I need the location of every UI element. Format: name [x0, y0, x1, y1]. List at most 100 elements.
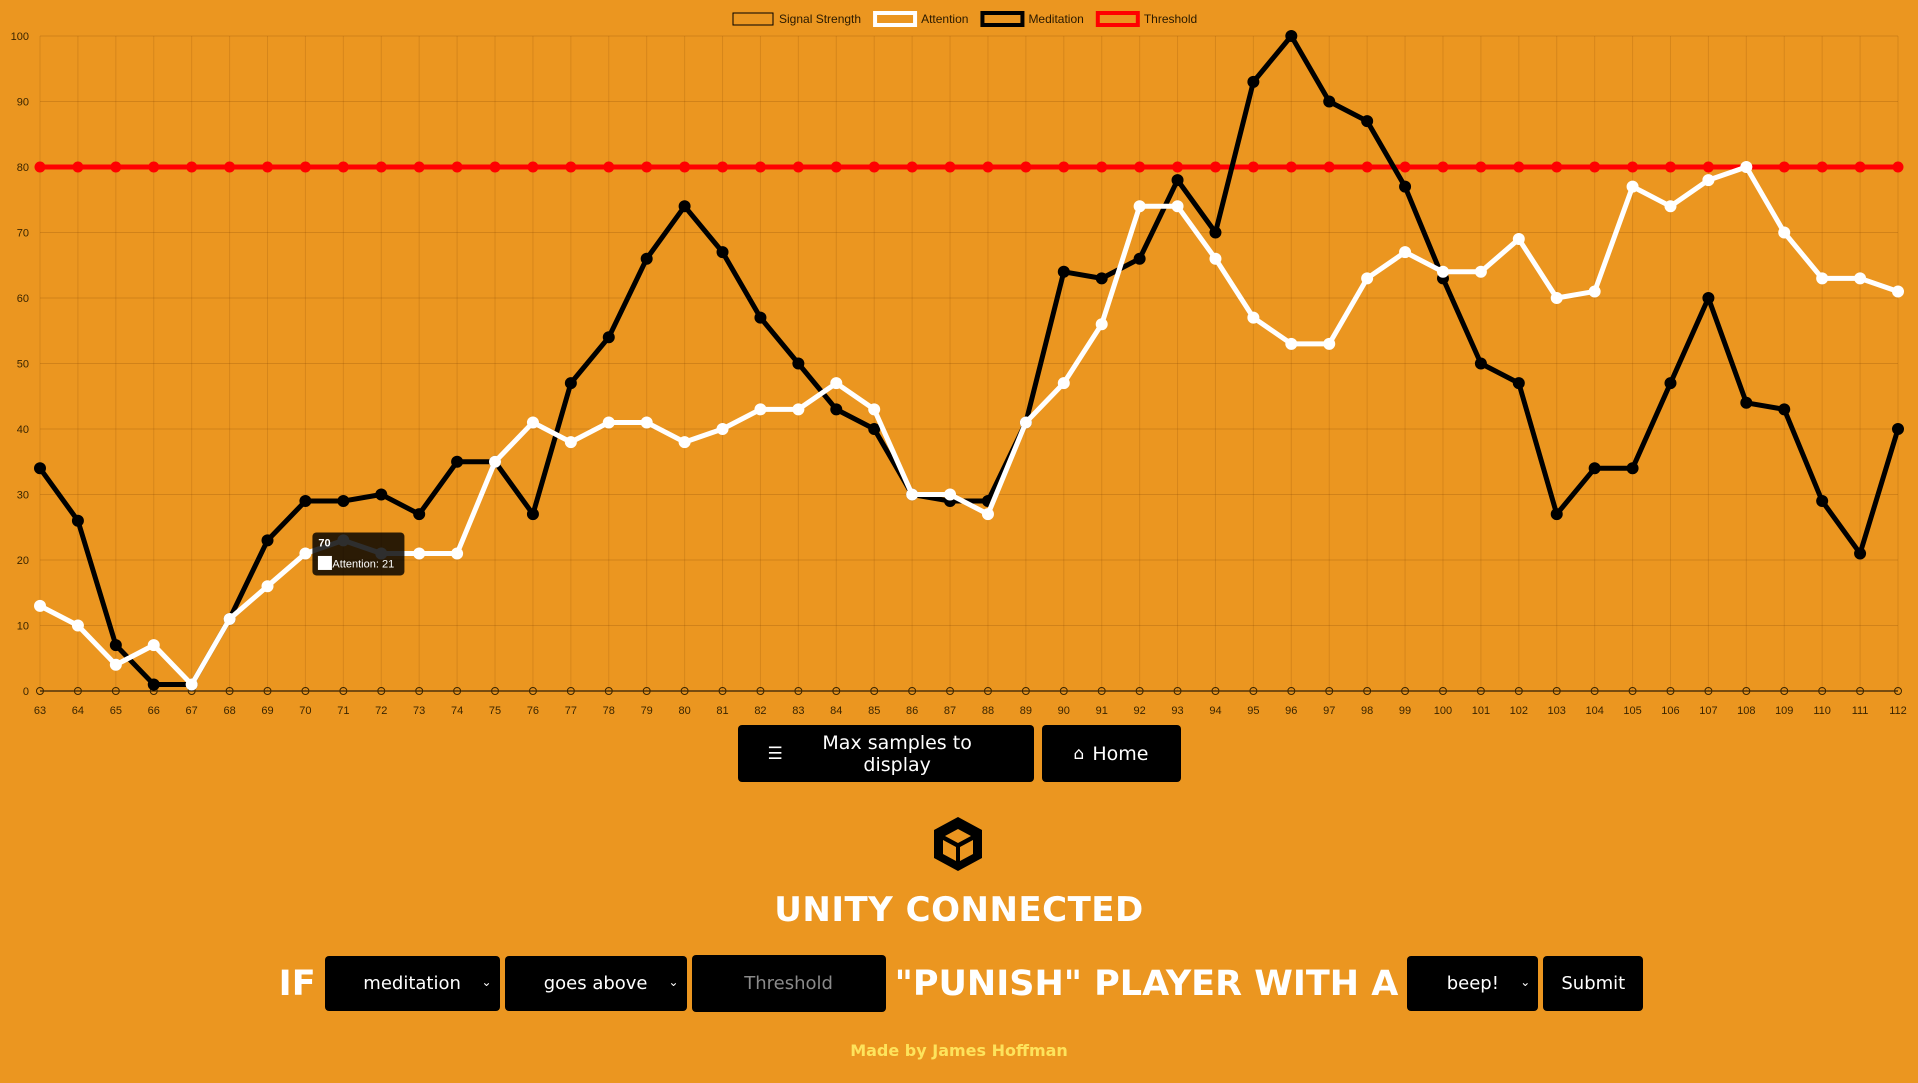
data-point[interactable] — [792, 357, 805, 370]
data-point[interactable] — [640, 416, 653, 429]
data-point[interactable] — [72, 161, 84, 173]
data-point[interactable] — [1778, 161, 1790, 173]
data-point[interactable] — [906, 161, 918, 173]
data-point[interactable] — [1590, 687, 1599, 695]
data-point[interactable] — [1361, 161, 1373, 173]
data-point[interactable] — [299, 547, 312, 560]
data-point[interactable] — [1209, 226, 1222, 239]
data-point[interactable] — [1551, 161, 1563, 173]
data-point[interactable] — [565, 161, 577, 173]
data-point[interactable] — [1816, 161, 1828, 173]
data-point[interactable] — [1438, 687, 1447, 695]
data-point[interactable] — [223, 612, 236, 625]
data-point[interactable] — [1399, 246, 1412, 259]
data-point[interactable] — [1702, 174, 1715, 187]
data-point[interactable] — [1627, 161, 1639, 173]
legend-item[interactable]: Attention — [873, 11, 968, 27]
data-point[interactable] — [1552, 687, 1561, 695]
data-point[interactable] — [1323, 161, 1335, 173]
data-point[interactable] — [1019, 416, 1032, 429]
data-point[interactable] — [1437, 161, 1449, 173]
data-point[interactable] — [1816, 272, 1829, 285]
data-point[interactable] — [526, 416, 539, 429]
data-point[interactable] — [225, 687, 234, 695]
data-point[interactable] — [754, 403, 767, 416]
data-point[interactable] — [868, 423, 881, 435]
data-point[interactable] — [1057, 377, 1070, 390]
data-point[interactable] — [1057, 265, 1070, 278]
data-point[interactable] — [754, 311, 767, 324]
data-point[interactable] — [1173, 687, 1182, 695]
data-point[interactable] — [1323, 95, 1336, 108]
data-point[interactable] — [717, 161, 729, 173]
data-point[interactable] — [261, 534, 274, 547]
data-point[interactable] — [1664, 161, 1676, 173]
data-point[interactable] — [868, 403, 881, 416]
action-select[interactable]: beep! ⌄ — [1407, 956, 1539, 1011]
data-point[interactable] — [34, 599, 46, 612]
data-point[interactable] — [641, 161, 653, 173]
data-point[interactable] — [1285, 337, 1298, 350]
data-point[interactable] — [1740, 396, 1753, 409]
data-point[interactable] — [604, 687, 613, 695]
data-point[interactable] — [982, 161, 994, 173]
data-point[interactable] — [830, 377, 843, 390]
data-point[interactable] — [1588, 285, 1601, 298]
data-point[interactable] — [36, 687, 44, 695]
data-point[interactable] — [1399, 180, 1412, 193]
data-point[interactable] — [1096, 161, 1108, 173]
chart-legend[interactable]: Signal Strength Attention Meditation Thresh… — [732, 11, 1197, 27]
data-point[interactable] — [489, 455, 502, 468]
data-point[interactable] — [1247, 311, 1260, 324]
data-point[interactable] — [680, 687, 689, 695]
data-point[interactable] — [147, 639, 160, 652]
data-point[interactable] — [109, 658, 122, 671]
data-point[interactable] — [678, 200, 691, 213]
data-point[interactable] — [185, 678, 198, 691]
data-point[interactable] — [1247, 161, 1259, 173]
data-point[interactable] — [906, 488, 919, 501]
data-point[interactable] — [1626, 462, 1639, 475]
data-point[interactable] — [1742, 687, 1751, 695]
data-point[interactable] — [111, 687, 120, 695]
data-point[interactable] — [1550, 508, 1563, 521]
data-point[interactable] — [1211, 687, 1220, 695]
data-point[interactable] — [1704, 687, 1713, 695]
data-point[interactable] — [830, 161, 842, 173]
data-point[interactable] — [1664, 200, 1677, 213]
home-button[interactable]: ⌂ Home — [1041, 725, 1181, 782]
data-point[interactable] — [1058, 161, 1070, 173]
data-point[interactable] — [453, 687, 462, 695]
data-point[interactable] — [1095, 318, 1108, 331]
data-point[interactable] — [792, 161, 804, 173]
data-point[interactable] — [110, 161, 122, 173]
data-point[interactable] — [1740, 161, 1753, 173]
data-point[interactable] — [1133, 252, 1146, 265]
data-point[interactable] — [754, 161, 766, 173]
data-point[interactable] — [603, 161, 615, 173]
data-point[interactable] — [1361, 115, 1374, 128]
data-point[interactable] — [224, 161, 236, 173]
data-point[interactable] — [794, 687, 803, 695]
data-point[interactable] — [1171, 200, 1184, 213]
data-point[interactable] — [1021, 687, 1030, 695]
metric-select[interactable]: meditation ⌄ — [324, 956, 500, 1011]
data-point[interactable] — [109, 639, 122, 652]
data-point[interactable] — [1172, 161, 1184, 173]
data-point[interactable] — [679, 161, 691, 173]
data-point[interactable] — [870, 687, 879, 695]
data-point[interactable] — [1778, 403, 1791, 416]
data-point[interactable] — [1363, 687, 1372, 695]
legend-item[interactable]: Meditation — [980, 11, 1084, 27]
data-point[interactable] — [981, 508, 994, 521]
data-point[interactable] — [756, 687, 765, 695]
condition-select[interactable]: goes above ⌄ — [504, 956, 687, 1011]
data-point[interactable] — [908, 687, 917, 695]
data-point[interactable] — [946, 687, 955, 695]
data-point[interactable] — [1399, 161, 1411, 173]
data-point[interactable] — [34, 161, 46, 173]
data-point[interactable] — [1512, 233, 1525, 246]
data-point[interactable] — [678, 436, 691, 449]
legend-item[interactable]: Threshold — [1095, 11, 1197, 27]
data-point[interactable] — [377, 687, 386, 695]
